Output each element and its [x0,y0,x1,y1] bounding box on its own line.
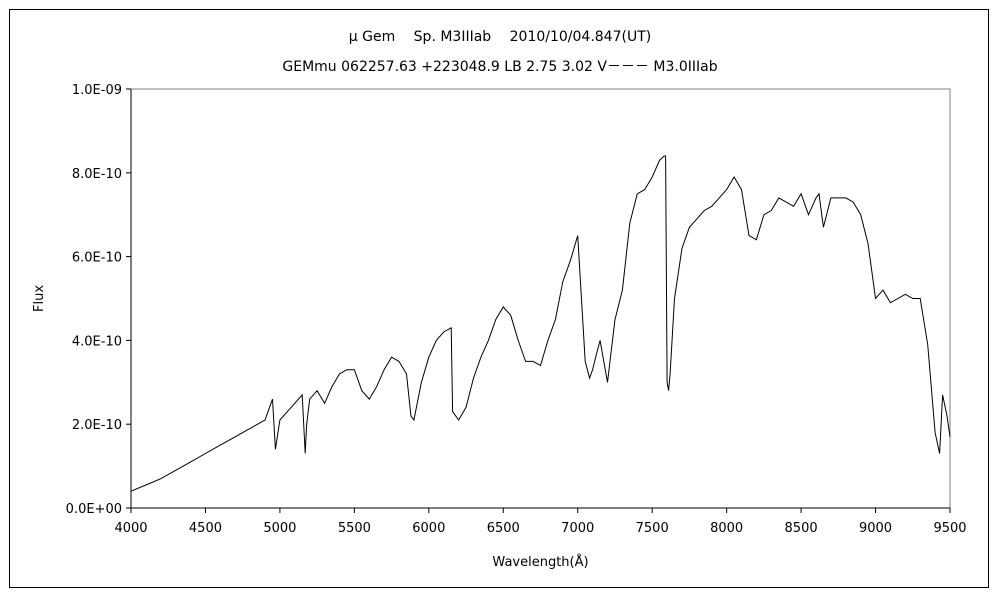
chart-title: μ Gem Sp. M3IIIab 2010/10/04.847(UT) [348,29,652,45]
chart-frame [9,9,989,588]
x-tick-label: 7500 [636,521,669,536]
x-axis-label: Wavelength(Å) [492,554,588,570]
plot-area [130,88,951,509]
y-tick-label: 8.0E-10 [72,167,122,182]
x-tick-label: 6000 [412,521,445,536]
y-axis-label: Flux [32,285,47,312]
y-tick-label: 0.0E+00 [66,502,122,517]
x-tick-label: 8000 [710,521,743,536]
y-tick-label: 1.0E-09 [72,83,122,98]
x-tick-group: 4000 4500 5000 5500 6000 6500 7000 7500 8000 8500… [114,508,967,536]
x-tick-label: 6500 [487,521,520,536]
x-tick-label: 7000 [561,521,594,536]
y-tick-label: 2.0E-10 [72,418,122,433]
x-tick-label: 8500 [785,521,818,536]
x-tick-label: 9000 [859,521,892,536]
spectrum-series-line [130,155,951,492]
x-tick-label: 5000 [263,521,296,536]
x-tick-label: 5500 [338,521,371,536]
x-tick-label: 9500 [933,521,966,536]
chart-subtitle: GEMmu 062257.63 +223048.9 LB 2.75 3.02 V… [282,59,718,75]
y-tick-group: 0.0E+00 2.0E-10 4.0E-10 6.0E-10 8.0E-10 1.0E-… [66,83,131,517]
x-tick-label: 4500 [189,521,222,536]
x-tick-label: 4000 [114,521,147,536]
y-tick-label: 6.0E-10 [72,251,122,266]
y-tick-label: 4.0E-10 [72,334,122,349]
